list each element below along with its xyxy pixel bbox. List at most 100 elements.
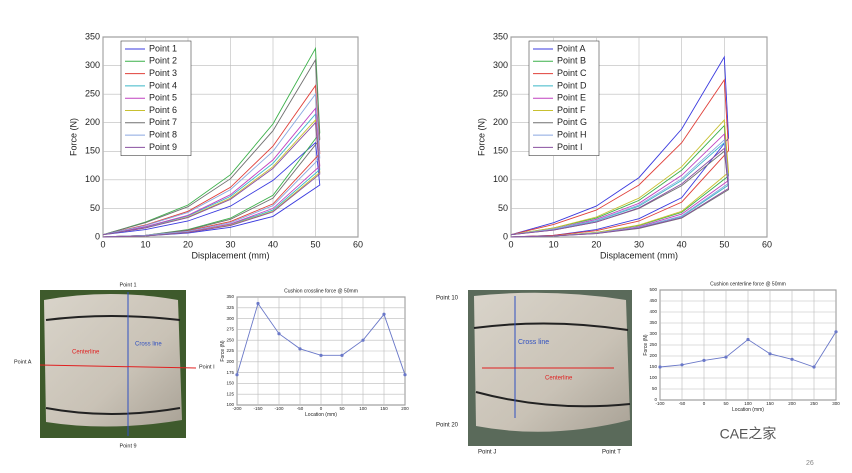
x-tick-label: 30 — [225, 239, 235, 249]
y-tick-label: 300 — [649, 331, 657, 336]
x-tick-label: 50 — [310, 239, 320, 249]
y-axis-label: Force (N) — [643, 334, 649, 355]
x-tick-label: 20 — [591, 239, 601, 249]
point-marker — [298, 347, 302, 351]
x-tick-label: 200 — [788, 401, 796, 406]
point-marker — [702, 358, 706, 362]
x-tick-label: 50 — [339, 406, 345, 411]
y-tick-label: 250 — [493, 89, 508, 99]
x-tick-label: -100 — [274, 406, 284, 411]
x-tick-label: 150 — [380, 406, 388, 411]
y-tick-label: 200 — [85, 117, 100, 127]
y-tick-label: 100 — [649, 375, 657, 380]
y-tick-label: 300 — [493, 60, 508, 70]
x-tick-label: -150 — [253, 406, 263, 411]
legend-label: Point 9 — [149, 142, 177, 152]
x-tick-label: 10 — [140, 239, 150, 249]
y-tick-label: 350 — [649, 320, 657, 325]
y-tick-label: 250 — [649, 342, 657, 347]
x-tick-label: 150 — [766, 401, 774, 406]
photo-label: Point 9 — [119, 443, 136, 449]
y-tick-label: 0 — [654, 397, 657, 402]
y-axis-label: Force (N) — [69, 118, 79, 156]
x-tick-label: 60 — [353, 239, 363, 249]
x-tick-label: 300 — [832, 401, 840, 406]
legend-label: Point C — [557, 68, 587, 78]
x-tick-label: 200 — [401, 406, 409, 411]
y-tick-label: 150 — [85, 146, 100, 156]
y-tick-label: 50 — [498, 203, 508, 213]
y-tick-label: 275 — [226, 327, 234, 332]
photo-label: Point J — [478, 450, 496, 456]
x-tick-label: 40 — [677, 239, 687, 249]
legend-label: Point 6 — [149, 105, 177, 115]
y-tick-label: 100 — [493, 174, 508, 184]
x-tick-label: 50 — [723, 401, 729, 406]
photo-label: Point 1 — [119, 282, 136, 288]
y-tick-label: 100 — [85, 174, 100, 184]
series-line — [510, 118, 730, 238]
x-tick-label: -200 — [232, 406, 242, 411]
x-tick-label: 0 — [508, 239, 513, 249]
legend-label: Point 1 — [149, 43, 177, 53]
point-marker — [812, 365, 816, 369]
photo-label: Cross line — [518, 339, 549, 346]
legend-label: Point G — [557, 117, 587, 127]
legend-label: Point 5 — [149, 93, 177, 103]
watermark: CAE之家 — [720, 426, 777, 442]
legend-label: Point E — [557, 93, 586, 103]
y-tick-label: 225 — [226, 348, 234, 353]
legend-label: Point H — [557, 129, 587, 139]
legend-label: Point 4 — [149, 80, 177, 90]
x-axis-label: Location (mm) — [732, 407, 764, 413]
series-line — [510, 78, 730, 238]
x-axis-label: Displacement (mm) — [600, 250, 678, 260]
y-tick-label: 200 — [226, 359, 234, 364]
y-tick-label: 300 — [85, 60, 100, 70]
y-tick-label: 250 — [226, 337, 234, 342]
point-marker — [658, 365, 662, 369]
y-tick-label: 500 — [649, 287, 657, 292]
y-tick-label: 350 — [493, 31, 508, 41]
x-tick-label: 0 — [100, 239, 105, 249]
photo-label: Centerline — [72, 350, 100, 356]
series-line — [102, 92, 321, 238]
x-tick-label: 10 — [549, 239, 559, 249]
photo-label: Point I — [199, 364, 215, 370]
y-tick-label: 150 — [493, 146, 508, 156]
y-tick-label: 350 — [85, 31, 100, 41]
x-axis-label: Displacement (mm) — [191, 250, 269, 260]
y-tick-label: 50 — [652, 386, 658, 391]
x-tick-label: -100 — [655, 401, 665, 406]
point-marker — [340, 353, 344, 357]
x-tick-label: 0 — [703, 401, 706, 406]
point-marker — [403, 373, 407, 377]
legend-label: Point A — [557, 43, 586, 53]
y-tick-label: 0 — [503, 231, 508, 241]
y-tick-label: 50 — [90, 203, 100, 213]
legend-label: Point 3 — [149, 68, 177, 78]
series-line — [102, 141, 321, 238]
point-marker — [277, 332, 281, 336]
point-marker — [790, 357, 794, 361]
x-tick-label: -50 — [297, 406, 304, 411]
photo-label: Point 20 — [436, 423, 459, 429]
legend-label: Point 8 — [149, 129, 177, 139]
y-axis-label: Force (N) — [220, 340, 226, 361]
y-tick-label: 300 — [226, 316, 234, 321]
chart-title: Cushion centerline force @ 50mm — [710, 281, 786, 287]
point-marker — [746, 337, 750, 342]
legend-label: Point F — [557, 105, 586, 115]
y-tick-label: 325 — [226, 305, 234, 310]
y-tick-label: 200 — [493, 117, 508, 127]
point-marker — [256, 301, 260, 306]
y-tick-label: 125 — [226, 391, 234, 396]
y-tick-label: 250 — [85, 89, 100, 99]
seat-photo-right — [468, 290, 632, 446]
y-tick-label: 100 — [226, 402, 234, 407]
point-marker — [319, 353, 323, 357]
y-axis-label: Force (N) — [477, 118, 487, 156]
photo-label: Point 10 — [436, 296, 459, 302]
